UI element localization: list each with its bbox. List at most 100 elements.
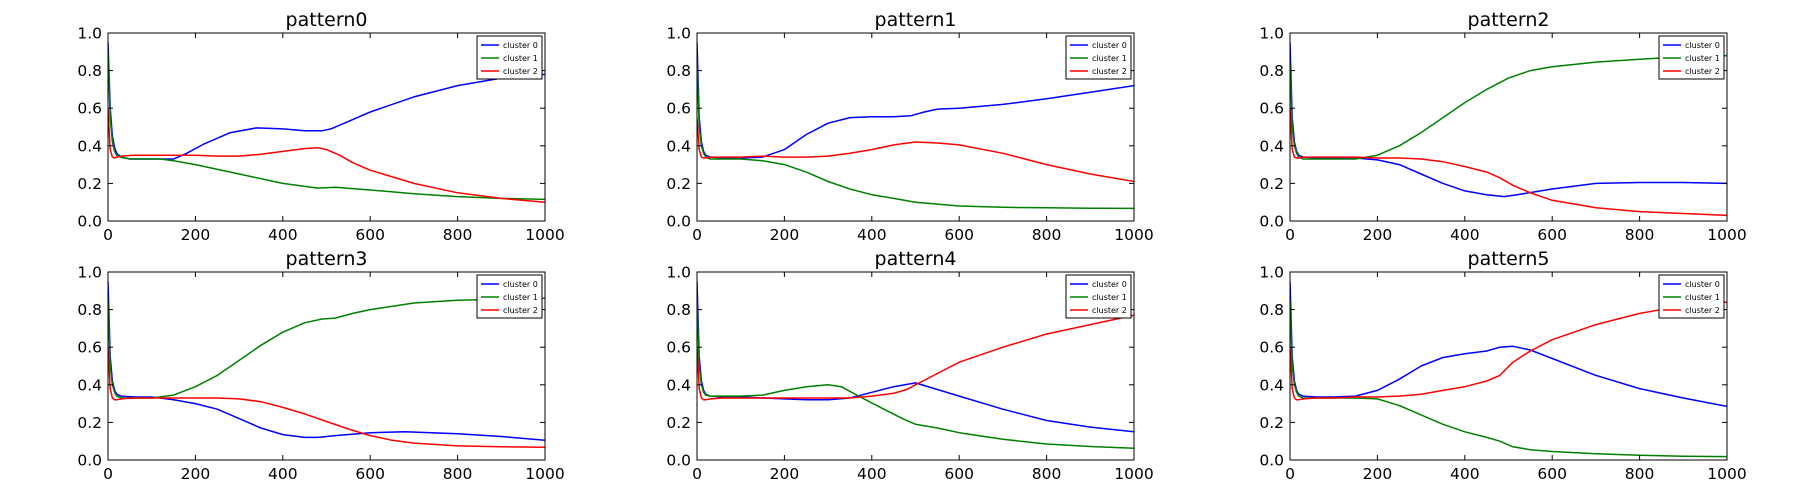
- subplot-pattern4: pattern4 0 200 400 600 800 1000 0.0 0.2 0.4 0.6 0.8…: [666, 248, 1153, 483]
- y-tick-label: 0.0: [666, 452, 691, 470]
- x-tick-label: 800: [1625, 226, 1655, 244]
- legend-label: cluster 0: [503, 280, 538, 289]
- y-tick-label: 1.0: [1259, 25, 1284, 43]
- x-tick-label: 200: [181, 465, 211, 483]
- subplot-pattern0: pattern0 0 200 400 600 800 1000 0.0 0.2 0.4 0.6 0.8…: [77, 9, 564, 244]
- subplot-pattern3: pattern3 0 200 400 600 800 1000 0.0 0.2 0.4 0.6 0.8…: [77, 248, 564, 483]
- x-tick-label: 400: [268, 465, 298, 483]
- x-tick-label: 0: [692, 226, 702, 244]
- y-tick-label: 1.0: [77, 25, 102, 43]
- legend: cluster 0 cluster 1 cluster 2: [1658, 274, 1725, 319]
- legend-label: cluster 1: [503, 54, 538, 63]
- y-tick-label: 0.4: [666, 137, 691, 155]
- subplot-title: pattern4: [875, 248, 957, 270]
- legend-label: cluster 0: [1685, 41, 1720, 50]
- series-line-cluster-0: [1290, 42, 1727, 198]
- series-line-cluster-2: [1290, 301, 1727, 401]
- series-line-cluster-2: [697, 117, 1134, 183]
- x-tick-label: 0: [692, 465, 702, 483]
- x-tick-label: 600: [355, 226, 385, 244]
- series-line-cluster-2: [108, 108, 545, 203]
- x-tick-label: 200: [1363, 226, 1393, 244]
- x-tick-label: 800: [1032, 226, 1062, 244]
- legend-label: cluster 2: [503, 306, 538, 315]
- axes-frame: [696, 32, 1135, 222]
- legend-label: cluster 1: [1685, 54, 1720, 63]
- legend: cluster 0 cluster 1 cluster 2: [1658, 35, 1725, 80]
- subplot-title: pattern5: [1468, 248, 1550, 270]
- series-line-cluster-2: [1290, 108, 1727, 217]
- y-tick-label: 0.0: [77, 452, 102, 470]
- x-tick-label: 600: [944, 226, 974, 244]
- subplot-pattern2: pattern2 0 200 400 600 800 1000 0.0 0.2 0.4 0.6 0.8…: [1259, 9, 1746, 244]
- x-tick-label: 400: [857, 226, 887, 244]
- x-tick-label: 800: [443, 226, 473, 244]
- x-tick-label: 800: [1625, 465, 1655, 483]
- legend-label: cluster 2: [1092, 67, 1127, 76]
- y-tick-label: 0.6: [666, 339, 691, 357]
- axes-frame: [1289, 32, 1728, 222]
- y-tick-label: 0.4: [1259, 376, 1284, 394]
- legend-label: cluster 0: [1685, 280, 1720, 289]
- x-tick-label: 600: [1537, 226, 1567, 244]
- y-tick-label: 0.0: [1259, 213, 1284, 231]
- series-line-cluster-1: [1290, 54, 1727, 160]
- legend-label: cluster 2: [1685, 306, 1720, 315]
- y-tick-label: 0.8: [1259, 62, 1284, 80]
- x-tick-label: 1000: [525, 465, 564, 483]
- x-tick-label: 600: [944, 465, 974, 483]
- axes-frame: [107, 271, 546, 461]
- series-line-cluster-1: [108, 297, 545, 399]
- x-tick-label: 0: [103, 226, 113, 244]
- y-tick-label: 0.6: [77, 100, 102, 118]
- y-tick-label: 0.8: [666, 301, 691, 319]
- x-tick-label: 1000: [1707, 465, 1746, 483]
- x-tick-label: 200: [181, 226, 211, 244]
- y-tick-label: 0.4: [666, 376, 691, 394]
- y-tick-label: 1.0: [77, 264, 102, 282]
- x-tick-label: 0: [103, 465, 113, 483]
- y-tick-label: 1.0: [666, 264, 691, 282]
- legend-label: cluster 1: [1092, 54, 1127, 63]
- y-tick-label: 0.2: [1259, 414, 1284, 432]
- series-line-cluster-0: [108, 281, 545, 442]
- legend-label: cluster 0: [1092, 41, 1127, 50]
- y-tick-label: 0.8: [1259, 301, 1284, 319]
- series-line-cluster-0: [1290, 281, 1727, 408]
- series-line-cluster-1: [1290, 300, 1727, 458]
- legend-label: cluster 2: [1092, 306, 1127, 315]
- y-tick-label: 0.2: [666, 414, 691, 432]
- y-tick-label: 0.0: [77, 213, 102, 231]
- subplot-pattern1: pattern1 0 200 400 600 800 1000 0.0 0.2 0.4 0.6 0.8…: [666, 9, 1153, 244]
- subplot-title: pattern0: [286, 9, 368, 31]
- y-tick-label: 0.0: [1259, 452, 1284, 470]
- x-tick-label: 600: [355, 465, 385, 483]
- y-tick-label: 0.6: [1259, 100, 1284, 118]
- y-tick-label: 0.2: [77, 414, 102, 432]
- axes-frame: [107, 32, 546, 222]
- axes-frame: [696, 271, 1135, 461]
- x-tick-label: 1000: [525, 226, 564, 244]
- legend-label: cluster 1: [1685, 293, 1720, 302]
- subplot-title: pattern3: [286, 248, 368, 270]
- subplot-title: pattern2: [1468, 9, 1550, 31]
- y-tick-label: 0.4: [77, 137, 102, 155]
- series-line-cluster-0: [697, 42, 1134, 159]
- y-tick-label: 0.2: [77, 175, 102, 193]
- series-line-cluster-2: [108, 347, 545, 448]
- series-line-cluster-0: [108, 42, 545, 160]
- series-line-cluster-1: [697, 61, 1134, 210]
- x-tick-label: 600: [1537, 465, 1567, 483]
- series-line-cluster-2: [697, 314, 1134, 401]
- axes-frame: [1289, 271, 1728, 461]
- x-tick-label: 800: [443, 465, 473, 483]
- y-tick-label: 1.0: [666, 25, 691, 43]
- x-tick-label: 200: [1363, 465, 1393, 483]
- x-tick-label: 1000: [1114, 226, 1153, 244]
- legend-label: cluster 2: [1685, 67, 1720, 76]
- y-tick-label: 1.0: [1259, 264, 1284, 282]
- x-tick-label: 400: [268, 226, 298, 244]
- x-tick-label: 1000: [1707, 226, 1746, 244]
- y-tick-label: 0.2: [1259, 175, 1284, 193]
